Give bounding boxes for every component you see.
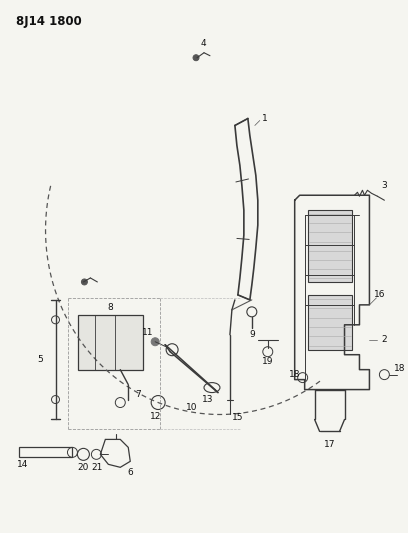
Text: 4: 4: [200, 39, 206, 49]
FancyBboxPatch shape: [78, 315, 143, 370]
Circle shape: [193, 55, 199, 61]
Text: 17: 17: [324, 440, 335, 449]
Circle shape: [82, 279, 87, 285]
Text: 8J14 1800: 8J14 1800: [16, 15, 81, 28]
Text: 14: 14: [17, 460, 28, 469]
Text: 21: 21: [92, 463, 103, 472]
Text: 1: 1: [262, 114, 268, 123]
Text: 7: 7: [135, 390, 141, 399]
Text: 5: 5: [38, 355, 43, 364]
Text: 12: 12: [149, 412, 161, 421]
Circle shape: [151, 338, 159, 346]
FancyBboxPatch shape: [308, 210, 353, 282]
Text: 8: 8: [107, 303, 113, 312]
Text: 11: 11: [142, 328, 154, 337]
Text: 16: 16: [374, 290, 385, 300]
Text: 2: 2: [381, 335, 387, 344]
Text: 19: 19: [262, 357, 273, 366]
Text: 3: 3: [381, 181, 387, 190]
Text: 10: 10: [186, 403, 198, 412]
Text: 18: 18: [289, 370, 300, 379]
Text: 18: 18: [394, 364, 405, 373]
Text: 13: 13: [202, 395, 214, 404]
Text: 15: 15: [232, 413, 244, 422]
FancyBboxPatch shape: [308, 295, 353, 350]
Text: 9: 9: [249, 330, 255, 340]
Text: 6: 6: [127, 468, 133, 477]
Text: 20: 20: [78, 463, 89, 472]
